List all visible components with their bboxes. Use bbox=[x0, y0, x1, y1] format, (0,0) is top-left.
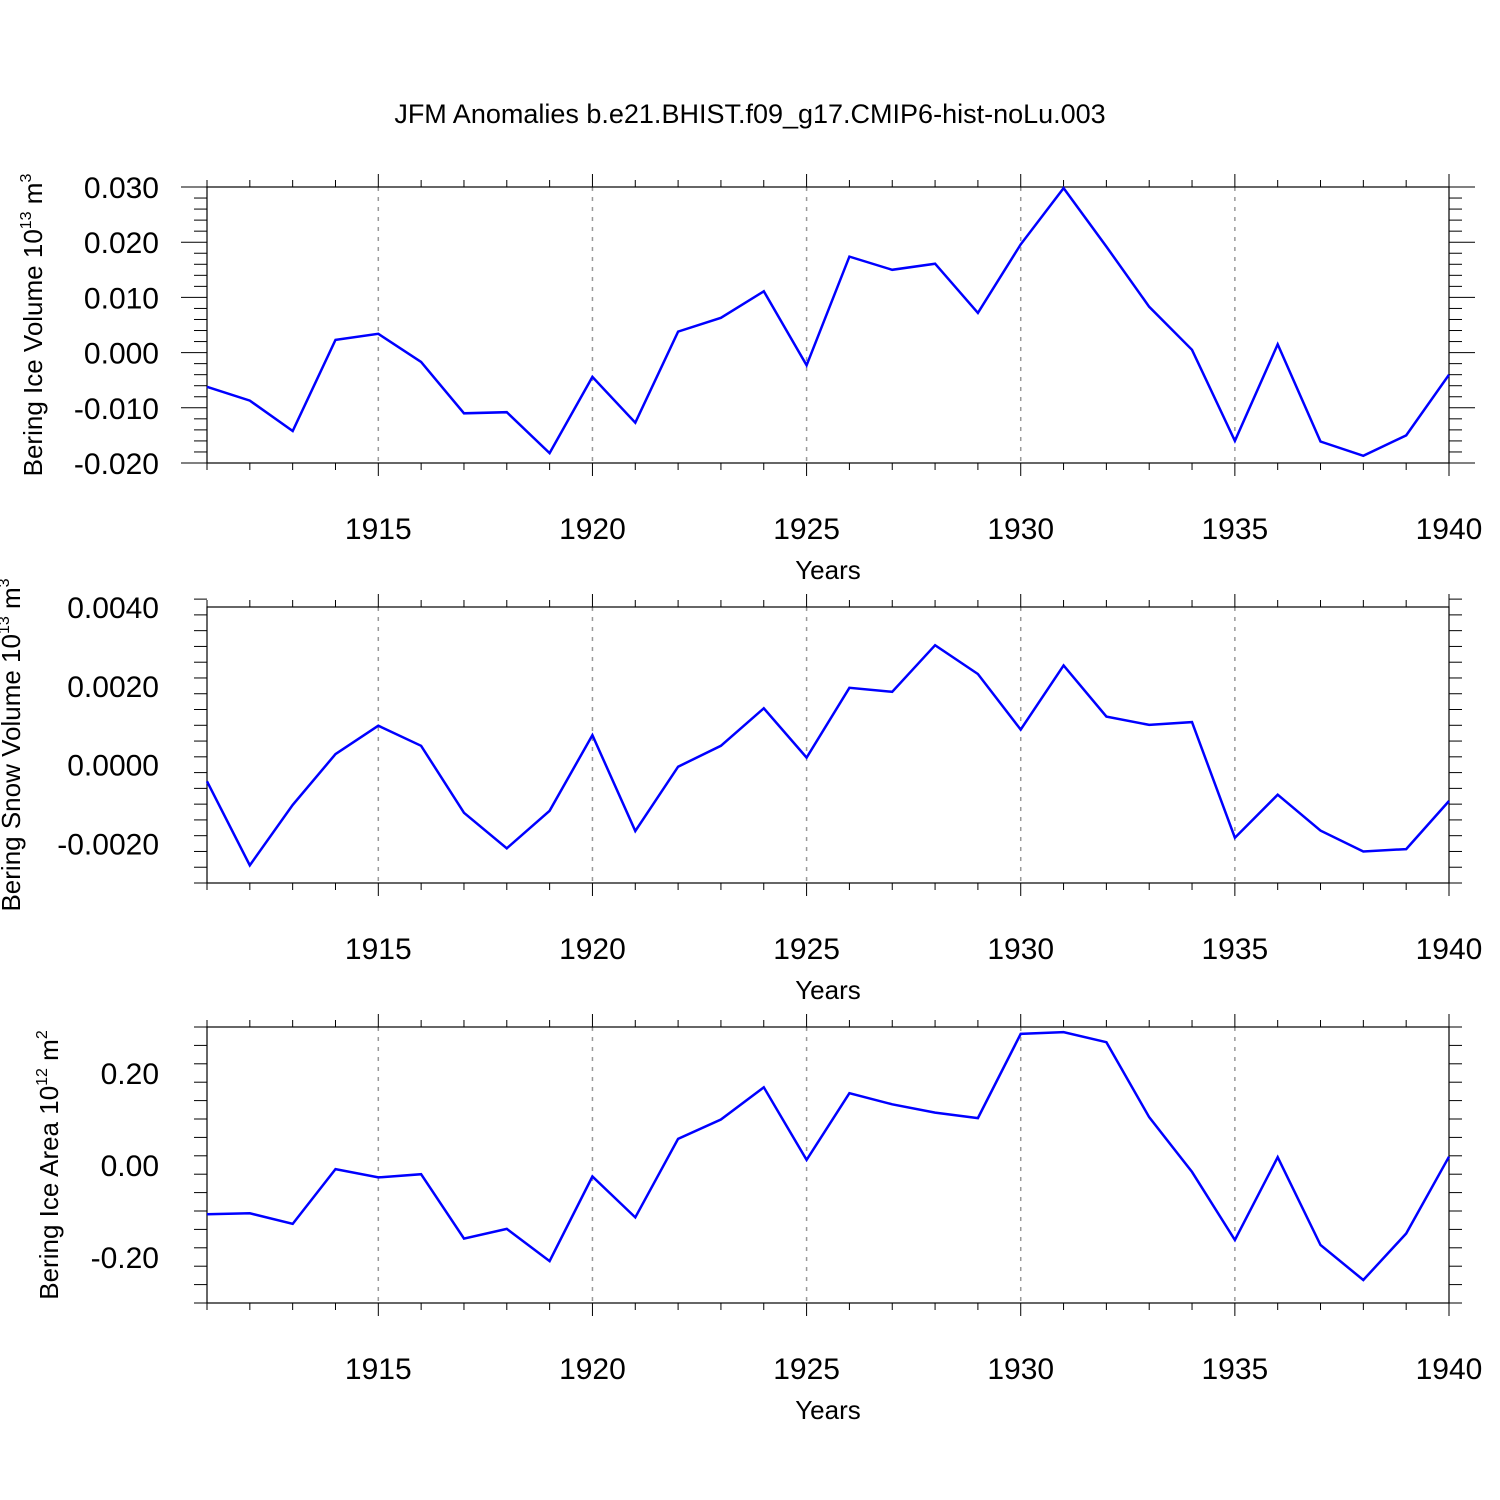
y-tick-label: -0.010 bbox=[74, 393, 159, 426]
x-tick-label: 1915 bbox=[345, 513, 412, 546]
x-tick-label: 1940 bbox=[1416, 1353, 1483, 1386]
x-tick-label: 1915 bbox=[345, 1353, 412, 1386]
x-tick-label: 1925 bbox=[773, 933, 840, 966]
series-line bbox=[205, 643, 1450, 868]
panel-2: -0.0020 0.0000 0.0020 0.0040 1915 1920 1925 193… bbox=[0, 578, 1482, 1005]
x-axis-label: Years bbox=[795, 975, 861, 1005]
x-tick-label: 1930 bbox=[987, 513, 1054, 546]
y-tick-label: -0.020 bbox=[74, 448, 159, 481]
figure-title: JFM Anomalies b.e21.BHIST.f09_g17.CMIP6-… bbox=[394, 99, 1105, 129]
x-tick-label: 1930 bbox=[987, 933, 1054, 966]
y-tick-label: 0.20 bbox=[101, 1058, 159, 1091]
plot-frame bbox=[206, 186, 1450, 464]
y-tick-label: 0.0000 bbox=[67, 750, 159, 783]
x-axis-label: Years bbox=[795, 555, 861, 585]
y-tick-label: 0.0040 bbox=[67, 592, 159, 625]
plot-frame bbox=[206, 606, 1450, 884]
x-tick-label: 1940 bbox=[1416, 933, 1483, 966]
x-tick-label: 1920 bbox=[559, 513, 626, 546]
panel-1: -0.020 -0.010 0.000 0.010 0.020 0.030 1915 1920… bbox=[18, 172, 1482, 585]
panel-3: -0.20 0.00 0.20 1915 1920 1925 1930 1935 1940 Yea… bbox=[34, 1014, 1482, 1425]
x-tick-label: 1930 bbox=[987, 1353, 1054, 1386]
y-tick-label: 0.010 bbox=[84, 282, 159, 315]
y-tick-label: -0.0020 bbox=[57, 829, 159, 862]
x-tick-label: 1925 bbox=[773, 1353, 840, 1386]
x-tick-label: 1915 bbox=[345, 933, 412, 966]
y-axis-label: Bering Snow Volume 1013 m3 bbox=[0, 578, 26, 911]
y-tick-label: 0.000 bbox=[84, 338, 159, 371]
y-tick-label: 0.020 bbox=[84, 227, 159, 260]
series-line bbox=[206, 1030, 1451, 1282]
y-tick-label: 0.030 bbox=[84, 172, 159, 205]
x-tick-label: 1935 bbox=[1201, 1353, 1268, 1386]
y-axis-label: Bering Ice Area 1012 m2 bbox=[34, 1030, 64, 1300]
x-tick-label: 1940 bbox=[1416, 513, 1483, 546]
x-tick-label: 1925 bbox=[773, 513, 840, 546]
chart-panels: -0.020 -0.010 0.000 0.010 0.020 0.030 1915 1920… bbox=[0, 172, 1482, 1425]
series-line bbox=[206, 186, 1451, 458]
y-axis-label: Bering Ice Volume 1013 m3 bbox=[18, 174, 48, 477]
x-tick-label: 1935 bbox=[1201, 513, 1268, 546]
x-axis-label: Years bbox=[795, 1395, 861, 1425]
x-tick-label: 1920 bbox=[559, 933, 626, 966]
plot-frame bbox=[206, 1026, 1450, 1304]
x-tick-label: 1920 bbox=[559, 1353, 626, 1386]
y-tick-label: 0.00 bbox=[101, 1150, 159, 1183]
y-tick-label: 0.0020 bbox=[67, 671, 159, 704]
y-tick-label: -0.20 bbox=[91, 1242, 159, 1275]
x-tick-label: 1935 bbox=[1201, 933, 1268, 966]
